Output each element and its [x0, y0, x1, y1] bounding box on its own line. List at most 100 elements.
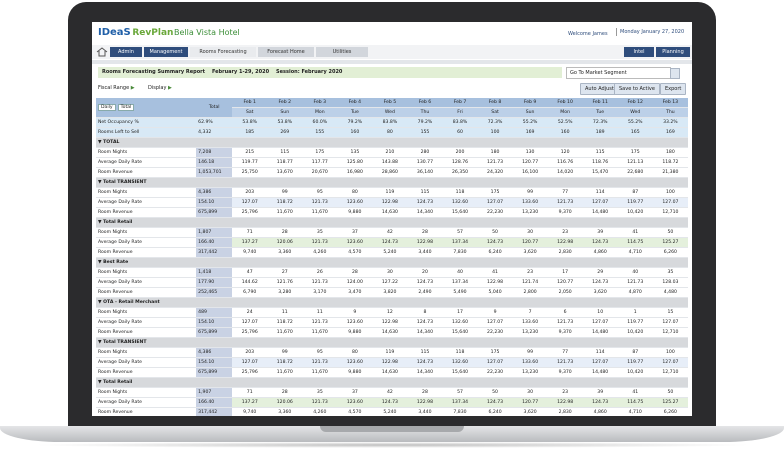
cell: 185 [232, 127, 268, 138]
view-toggles: Daily Total [96, 98, 197, 118]
cell: 23 [547, 227, 583, 238]
cell: 144.62 [232, 277, 268, 288]
cell: 15,470 [582, 167, 618, 178]
home-icon[interactable] [96, 47, 108, 57]
date-header: Feb 8 [477, 98, 513, 108]
nav-tab[interactable]: Rooms Forecasting [190, 47, 256, 57]
cell: 15 [652, 307, 688, 318]
display-label: Display [148, 85, 167, 91]
section-name: TOTAL [103, 140, 120, 145]
cell: 124.73 [582, 237, 618, 248]
cell: 117.77 [302, 157, 338, 168]
toggle[interactable]: Total [117, 104, 135, 111]
cell: 137.27 [232, 237, 268, 248]
cell: 14,630 [372, 207, 408, 218]
cell: 114 [582, 187, 618, 198]
cell: 127.07 [582, 357, 618, 368]
cell: 124.73 [407, 357, 443, 368]
section-title: ▼ Total Retail [96, 377, 688, 388]
cell: 203 [232, 347, 268, 358]
nav-tab[interactable]: Utilities [316, 47, 368, 57]
nav-tab[interactable]: Intel [624, 47, 654, 57]
cell: 15,640 [442, 207, 478, 218]
cell: 133.60 [512, 317, 548, 328]
cell: 115 [267, 147, 303, 158]
toggle[interactable]: Daily [98, 104, 116, 111]
section-row: ▼ Best Rate [96, 257, 688, 268]
data-row: Average Daily Rate 166.40 137.27 120.06 121.… [96, 237, 688, 248]
cell: 8 [407, 307, 443, 318]
cell: 120 [547, 147, 583, 158]
cell: 121.73 [547, 357, 583, 368]
cell: 52.5% [547, 117, 583, 128]
cell: 9,880 [337, 367, 373, 378]
date-header: Feb 4 [337, 98, 373, 108]
cell: 127.07 [232, 317, 268, 328]
button[interactable]: Export [660, 83, 687, 95]
row-label: Net Occupancy % [96, 117, 197, 128]
row-total: 166.40 [196, 237, 233, 248]
cell: 53.8% [232, 117, 268, 128]
go-button[interactable] [670, 68, 680, 79]
cell: 17 [547, 267, 583, 278]
nav-tab[interactable]: Forecast Home [258, 47, 314, 57]
cell: 122.98 [407, 237, 443, 248]
cell: 118 [442, 347, 478, 358]
goto-dropdown[interactable]: Go To Market Segment [566, 67, 671, 79]
section-title: ▼ Best Rate [96, 257, 688, 268]
cell: 15,640 [442, 367, 478, 378]
button[interactable]: Auto Adjust [580, 83, 619, 95]
nav-tab[interactable]: Management [144, 47, 188, 57]
cell: 123.60 [337, 237, 373, 248]
section-name: Best Rate [103, 260, 129, 265]
cell: 95 [302, 347, 338, 358]
cell: 9,880 [337, 327, 373, 338]
cell: 121.76 [267, 277, 303, 288]
cell: 80 [372, 127, 408, 138]
cell: 120.77 [512, 237, 548, 248]
button[interactable]: Save to Active [614, 83, 660, 95]
cell: 11 [302, 307, 338, 318]
cell: 22,680 [617, 167, 653, 178]
day-header: Sun [267, 107, 303, 118]
row-total: 154.10 [196, 357, 233, 368]
day-header: Mon [547, 107, 583, 118]
cell: 83.8% [442, 117, 478, 128]
cell: 60 [442, 127, 478, 138]
nav-tab[interactable]: Admin [110, 47, 142, 57]
day-header: Sun [512, 107, 548, 118]
cell: 57 [442, 387, 478, 398]
cell: 115 [407, 347, 443, 358]
cell: 20 [407, 267, 443, 278]
cell: 28 [337, 267, 373, 278]
date-header: Feb 10 [547, 98, 583, 108]
logo-product: RevPlan [132, 28, 174, 38]
display[interactable]: Display ▶ [148, 83, 172, 93]
fiscal-range[interactable]: Fiscal Range ▶ [98, 83, 135, 93]
data-row: Room Nights 4,386 203 99 95 80 119 115 118 175 99 7… [96, 187, 688, 198]
cell: 22,230 [477, 367, 513, 378]
day-header: Wed [372, 107, 408, 118]
cell: 13,230 [512, 367, 548, 378]
row-total: 675,899 [196, 207, 233, 218]
welcome: Welcome James [568, 31, 608, 37]
report-title: Rooms Forecasting Summary Report [102, 69, 205, 75]
cell: 121.13 [617, 157, 653, 168]
cell: 137.34 [442, 237, 478, 248]
cell: 124.73 [372, 237, 408, 248]
cell: 5,240 [372, 247, 408, 258]
cell: 127.07 [477, 197, 513, 208]
row-label: Room Revenue [96, 367, 197, 378]
cell: 121.73 [617, 277, 653, 288]
cell: 17 [442, 307, 478, 318]
cell: 123.60 [337, 317, 373, 328]
nav-tab[interactable]: Planning [656, 47, 690, 57]
cell: 125.80 [337, 157, 373, 168]
cell: 123.60 [337, 397, 373, 408]
cell: 20,670 [302, 167, 338, 178]
row-label: Room Revenue [96, 207, 197, 218]
data-row: Room Revenue 317,442 9,740 3,360 4,260 4,570 5… [96, 407, 688, 416]
section-title: ▼ Total TRANSIENT [96, 177, 688, 188]
day-header: Sat [232, 107, 268, 118]
cell: 130.77 [407, 157, 443, 168]
